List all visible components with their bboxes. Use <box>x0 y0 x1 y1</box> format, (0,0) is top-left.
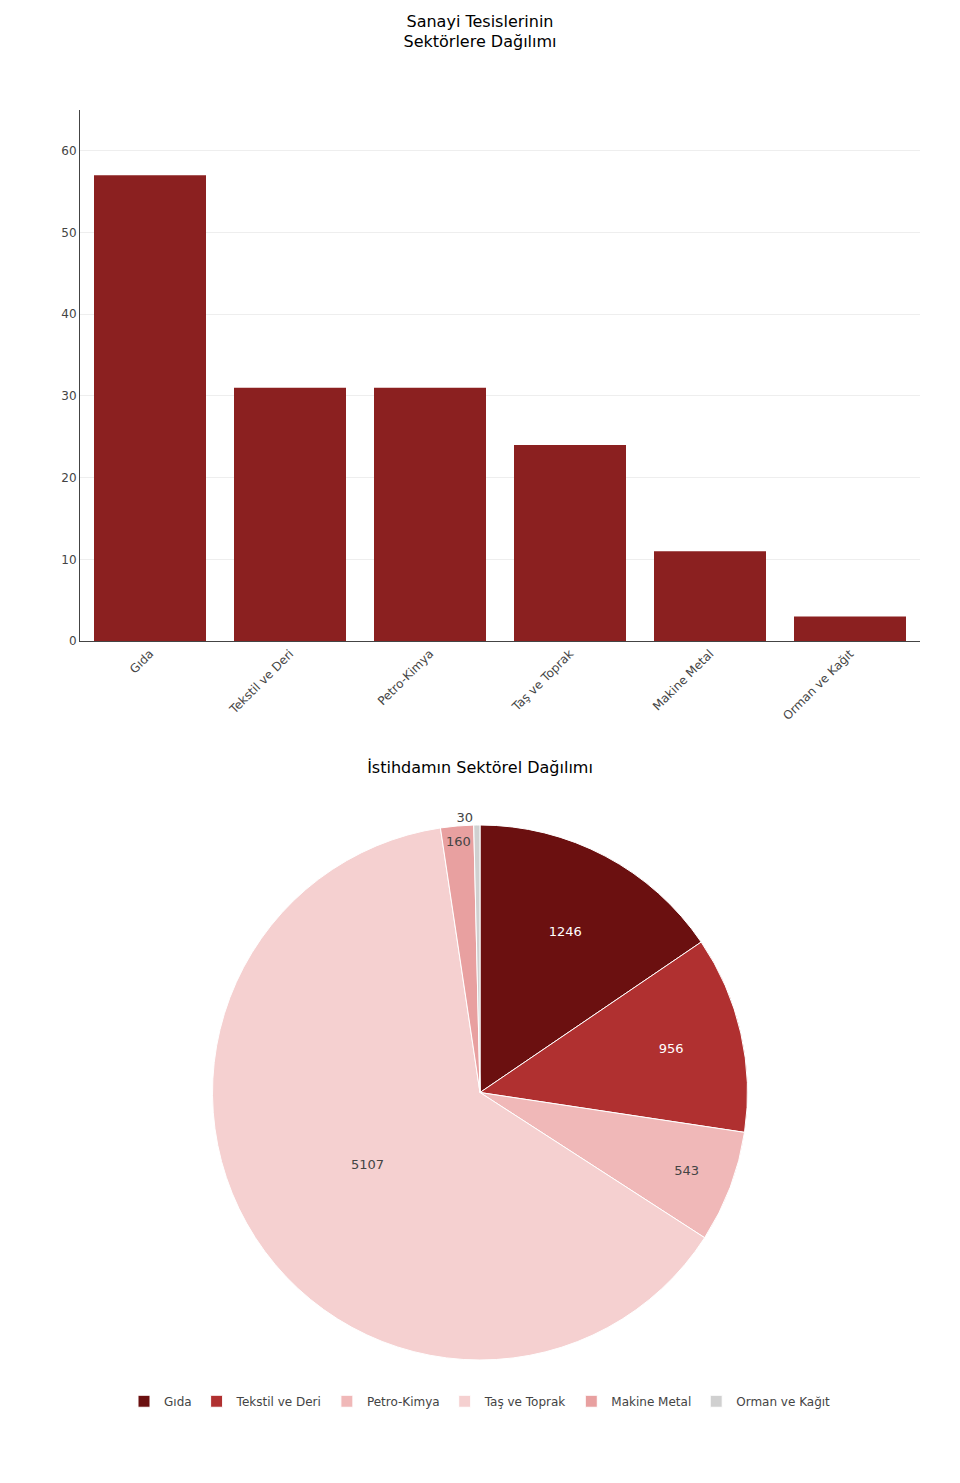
svg-text:Gıda: Gıda <box>164 1395 192 1409</box>
svg-text:Makine Metal: Makine Metal <box>611 1395 691 1409</box>
svg-text:Gıda: Gıda <box>127 647 156 676</box>
svg-text:1246: 1246 <box>549 924 582 939</box>
svg-text:İstihdamın Sektörel Dağılımı: İstihdamın Sektörel Dağılımı <box>367 758 593 777</box>
svg-text:Orman ve Kağıt: Orman ve Kağıt <box>780 647 856 723</box>
svg-text:Sanayi TesislerininSektörlere: Sanayi TesislerininSektörlere Dağılımı <box>404 12 557 52</box>
svg-text:543: 543 <box>674 1163 699 1178</box>
svg-text:956: 956 <box>659 1041 684 1056</box>
svg-text:50: 50 <box>61 226 76 240</box>
svg-text:30: 30 <box>61 389 76 403</box>
svg-text:10: 10 <box>61 553 76 567</box>
svg-text:0: 0 <box>69 634 77 648</box>
svg-text:40: 40 <box>61 307 76 321</box>
svg-text:60: 60 <box>61 144 76 158</box>
svg-text:Petro-Kimya: Petro-Kimya <box>367 1395 440 1409</box>
svg-text:5107: 5107 <box>351 1157 384 1172</box>
svg-text:30: 30 <box>457 810 474 825</box>
svg-text:Taş ve Toprak: Taş ve Toprak <box>484 1395 566 1409</box>
svg-text:Taş ve Toprak: Taş ve Toprak <box>509 647 577 715</box>
svg-text:Orman ve Kağıt: Orman ve Kağıt <box>736 1395 830 1409</box>
svg-text:Tekstil ve Deri: Tekstil ve Deri <box>236 1395 321 1409</box>
svg-text:Petro-Kimya: Petro-Kimya <box>375 647 436 708</box>
svg-text:160: 160 <box>446 834 471 849</box>
svg-text:Makine Metal: Makine Metal <box>650 647 716 713</box>
svg-text:20: 20 <box>61 471 76 485</box>
svg-text:Tekstil ve Deri: Tekstil ve Deri <box>226 647 296 717</box>
